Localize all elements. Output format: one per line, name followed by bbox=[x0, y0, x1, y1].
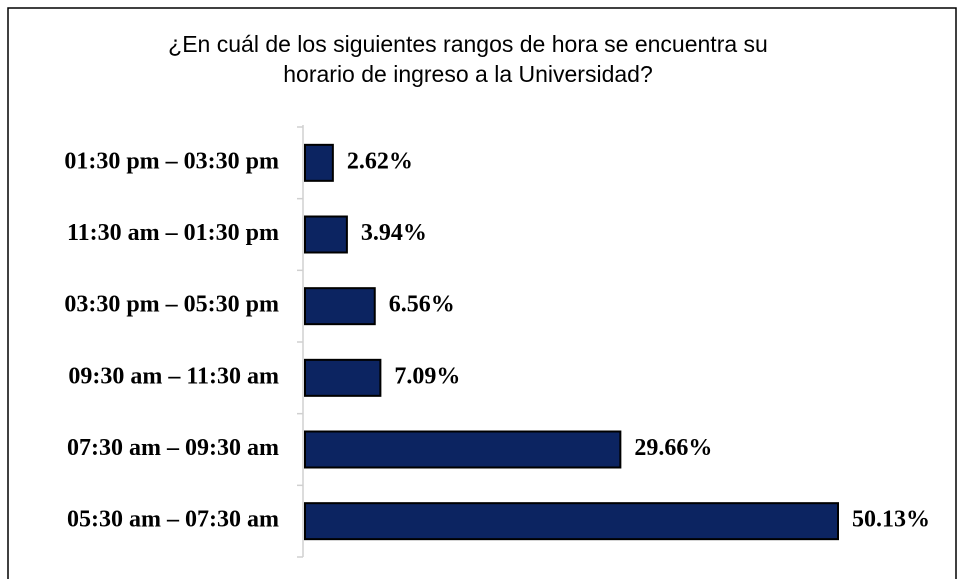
category-label: 07:30 am – 09:30 am bbox=[67, 435, 279, 461]
category-label: 03:30 pm – 05:30 pm bbox=[64, 292, 279, 318]
value-label: 29.66% bbox=[634, 435, 712, 461]
chart-title: ¿En cuál de los siguientes rangos de hor… bbox=[168, 31, 768, 57]
bar bbox=[304, 143, 334, 182]
value-label: 3.94% bbox=[361, 220, 427, 246]
chart-title: horario de ingreso a la Universidad? bbox=[283, 61, 653, 87]
value-label: 7.09% bbox=[394, 363, 460, 389]
value-label: 6.56% bbox=[389, 292, 455, 318]
category-label: 09:30 am – 11:30 am bbox=[68, 363, 279, 389]
value-label: 2.62% bbox=[347, 148, 413, 174]
bar bbox=[304, 502, 839, 541]
chart-border bbox=[7, 7, 957, 579]
bar bbox=[304, 358, 382, 397]
category-label: 01:30 pm – 03:30 pm bbox=[64, 148, 279, 174]
bar bbox=[304, 215, 348, 254]
bar bbox=[304, 430, 622, 469]
value-label: 50.13% bbox=[852, 507, 930, 533]
category-label: 05:30 am – 07:30 am bbox=[67, 507, 279, 533]
bar bbox=[304, 287, 376, 326]
category-label: 11:30 am – 01:30 pm bbox=[67, 220, 279, 246]
